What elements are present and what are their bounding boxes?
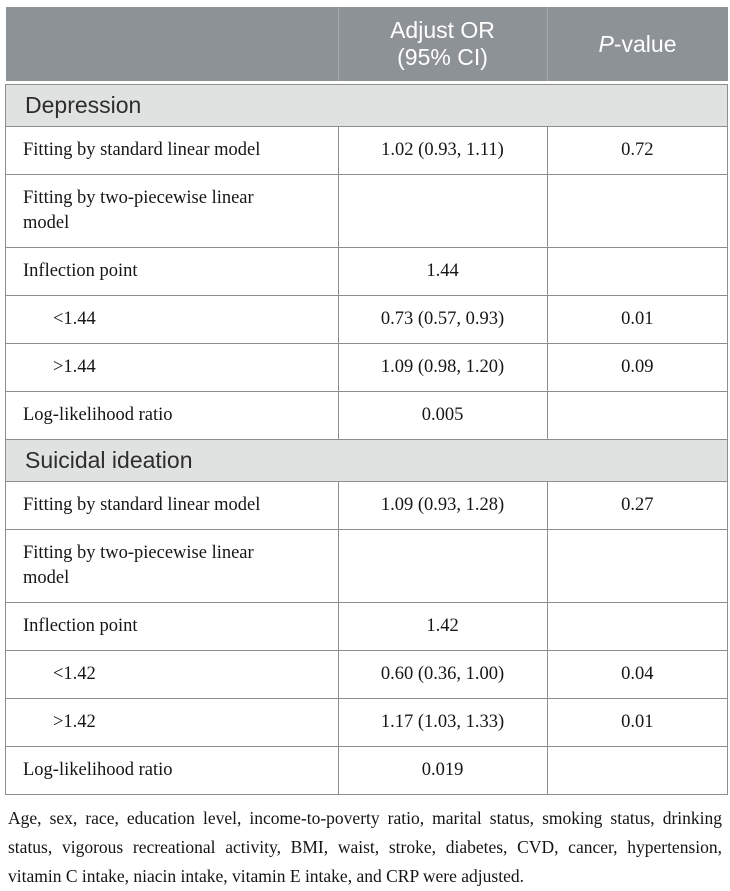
row-label-cell: Log-likelihood ratio — [5, 391, 339, 440]
or-value-cell — [337, 174, 548, 248]
table-row: >1.44 1.09 (0.98, 1.20) 0.09 — [5, 343, 728, 392]
or-value-cell: 1.42 — [337, 602, 548, 651]
header-p-rest: -value — [613, 30, 677, 57]
section-title: Suicidal ideation — [5, 439, 728, 482]
section-header-depression: Depression — [5, 84, 728, 127]
regression-results-table: Adjust OR (95% CI) P-value Depression Fi… — [5, 7, 728, 795]
p-value-cell — [546, 391, 728, 440]
p-value-cell: 0.04 — [546, 650, 728, 699]
table-footnote: Age, sex, race, education level, income-… — [8, 808, 722, 886]
row-label-cell: Fitting by two-piecewise linear model — [5, 529, 339, 603]
p-value-cell: 0.72 — [546, 126, 728, 175]
or-value-cell: 1.09 (0.93, 1.28) — [337, 481, 548, 530]
table-row: >1.42 1.17 (1.03, 1.33) 0.01 — [5, 698, 728, 747]
section-title: Depression — [5, 84, 728, 127]
table-row: <1.44 0.73 (0.57, 0.93) 0.01 — [5, 295, 728, 344]
p-value-cell — [546, 247, 728, 296]
table-row: Inflection point 1.42 — [5, 602, 728, 651]
row-label-cell: >1.44 — [5, 343, 339, 392]
or-value-cell: 1.17 (1.03, 1.33) — [337, 698, 548, 747]
p-value-cell: 0.01 — [546, 295, 728, 344]
table-body: Depression Fitting by standard linear mo… — [5, 81, 728, 795]
or-value-cell: 0.73 (0.57, 0.93) — [337, 295, 548, 344]
row-label-cell: Fitting by two-piecewise linear model — [5, 174, 339, 248]
table-header: Adjust OR (95% CI) P-value — [5, 7, 728, 81]
row-label-cell: Fitting by standard linear model — [5, 481, 339, 530]
table-row: <1.42 0.60 (0.36, 1.00) 0.04 — [5, 650, 728, 699]
p-value-cell: 0.09 — [546, 343, 728, 392]
table-row: Inflection point 1.44 — [5, 247, 728, 296]
row-label-cell: <1.42 — [5, 650, 339, 699]
row-label-cell: Inflection point — [5, 247, 339, 296]
or-value-cell: 1.44 — [337, 247, 548, 296]
header-adjust-or-column: Adjust OR (95% CI) — [337, 7, 547, 81]
header-row: Adjust OR (95% CI) P-value — [5, 7, 728, 81]
header-or-line1: Adjust OR — [390, 17, 495, 43]
p-value-cell — [546, 602, 728, 651]
row-label-cell: Fitting by standard linear model — [5, 126, 339, 175]
p-value-cell: 0.01 — [546, 698, 728, 747]
section-header-suicidal-ideation: Suicidal ideation — [5, 439, 728, 482]
row-label-cell: >1.42 — [5, 698, 339, 747]
table-row: Log-likelihood ratio 0.005 — [5, 391, 728, 440]
table-row: Fitting by standard linear model 1.02 (0… — [5, 126, 728, 175]
table-row: Log-likelihood ratio 0.019 — [5, 746, 728, 795]
row-label-cell: Log-likelihood ratio — [5, 746, 339, 795]
row-label-cell: <1.44 — [5, 295, 339, 344]
or-value-cell: 0.60 (0.36, 1.00) — [337, 650, 548, 699]
or-value-cell — [337, 529, 548, 603]
p-value-cell — [546, 746, 728, 795]
table-row: Fitting by standard linear model 1.09 (0… — [5, 481, 728, 530]
row-label-cell: Inflection point — [5, 602, 339, 651]
or-value-cell: 0.019 — [337, 746, 548, 795]
header-p-italic: P — [598, 30, 614, 57]
header-label-column — [5, 7, 338, 81]
or-value-cell: 1.02 (0.93, 1.11) — [337, 126, 548, 175]
header-p-value-column: P-value — [546, 7, 728, 81]
table-row: Fitting by two-piecewise linear model — [5, 529, 728, 603]
header-or-line2: (95% CI) — [397, 44, 488, 70]
p-value-cell: 0.27 — [546, 481, 728, 530]
header-body-gap — [5, 81, 728, 85]
p-value-cell — [546, 174, 728, 248]
or-value-cell: 0.005 — [337, 391, 548, 440]
table-row: Fitting by two-piecewise linear model — [5, 174, 728, 248]
or-value-cell: 1.09 (0.98, 1.20) — [337, 343, 548, 392]
p-value-cell — [546, 529, 728, 603]
